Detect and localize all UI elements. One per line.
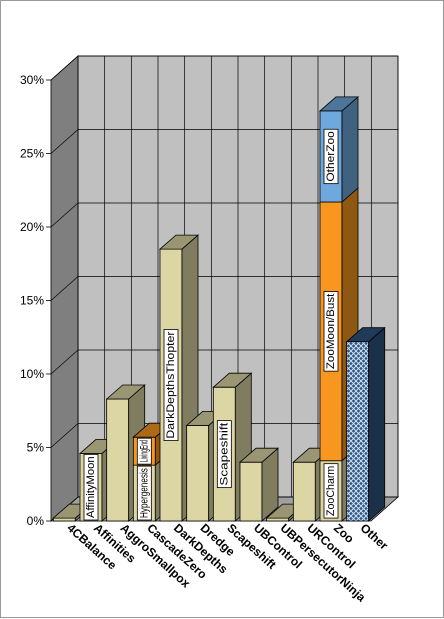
gridline-wall bbox=[50, 129, 79, 154]
y-tick-label: 0% bbox=[27, 514, 45, 528]
segment-label-box bbox=[216, 420, 232, 489]
segment-label-box bbox=[163, 329, 179, 441]
gridline-wall bbox=[50, 202, 79, 228]
gridline-wall bbox=[50, 423, 79, 448]
bar-group bbox=[238, 447, 280, 522]
gridline-wall bbox=[50, 349, 79, 375]
bar-segment-front bbox=[106, 398, 130, 522]
bar-segment-top bbox=[158, 234, 200, 250]
x-tick-label: Other bbox=[358, 521, 391, 553]
bar-segment-front bbox=[186, 425, 210, 522]
bar-segment-side bbox=[341, 96, 359, 203]
segment-label: Scapeshift bbox=[218, 423, 230, 486]
bar-segment-front bbox=[52, 517, 76, 522]
bar-group bbox=[345, 326, 386, 522]
bar-segment-top bbox=[212, 372, 253, 388]
y-tick-label: 10% bbox=[20, 367, 44, 381]
segment-label: LivingEnd bbox=[138, 440, 150, 462]
segment-label: Hypergenesis bbox=[138, 468, 150, 518]
segment-label: OtherZoo bbox=[325, 131, 337, 181]
segment-label: DarkDepthsThopter bbox=[165, 331, 177, 438]
y-tick-label: 5% bbox=[27, 441, 45, 455]
segment-label: AffinityMoon bbox=[85, 456, 97, 518]
bar-segment-front bbox=[266, 517, 290, 522]
y-tick-label: 25% bbox=[20, 147, 44, 161]
segment-label: ZooMoon/Bust bbox=[325, 294, 337, 370]
bar-group: ZooCharm ZooMoon/Bust OtherZoo bbox=[318, 96, 360, 522]
bar-segment-top bbox=[238, 447, 280, 463]
segment-label-box bbox=[136, 465, 152, 521]
y-tick-label: 20% bbox=[20, 220, 44, 234]
y-tick-label: 30% bbox=[20, 73, 44, 87]
bars: AffinityMoon Hypergenesis LivingEnd DarkDep… bbox=[52, 96, 386, 522]
segment-label-box bbox=[323, 128, 339, 185]
segment-label-box bbox=[323, 291, 339, 372]
bar-segment-top bbox=[318, 96, 360, 112]
bar-segment-front bbox=[239, 461, 263, 522]
bar-segment-side bbox=[368, 326, 386, 522]
gridline-wall bbox=[50, 276, 79, 301]
x-axis-ticks: 4CBalanceAffinitiesAggroSmallpoxCascadeZ… bbox=[64, 521, 391, 605]
segment-label-box bbox=[83, 453, 99, 521]
gridline-wall bbox=[50, 55, 79, 81]
segment-label: ZooCharm bbox=[325, 466, 337, 516]
bar-group: Scapeshift bbox=[212, 372, 253, 522]
y-tick-label: 15% bbox=[20, 294, 44, 308]
bar-segment-front bbox=[292, 461, 316, 522]
bar-segment-top bbox=[105, 384, 146, 400]
bar-group: DarkDepthsThopter bbox=[158, 234, 200, 522]
bar-segment-top bbox=[345, 327, 386, 343]
y-axis-ticks: 0% 5% 10% 15% 20% 25% 30% bbox=[20, 73, 51, 528]
segment-label-box bbox=[323, 463, 339, 519]
bar-segment-front bbox=[346, 341, 370, 522]
segment-label-box bbox=[136, 437, 152, 465]
